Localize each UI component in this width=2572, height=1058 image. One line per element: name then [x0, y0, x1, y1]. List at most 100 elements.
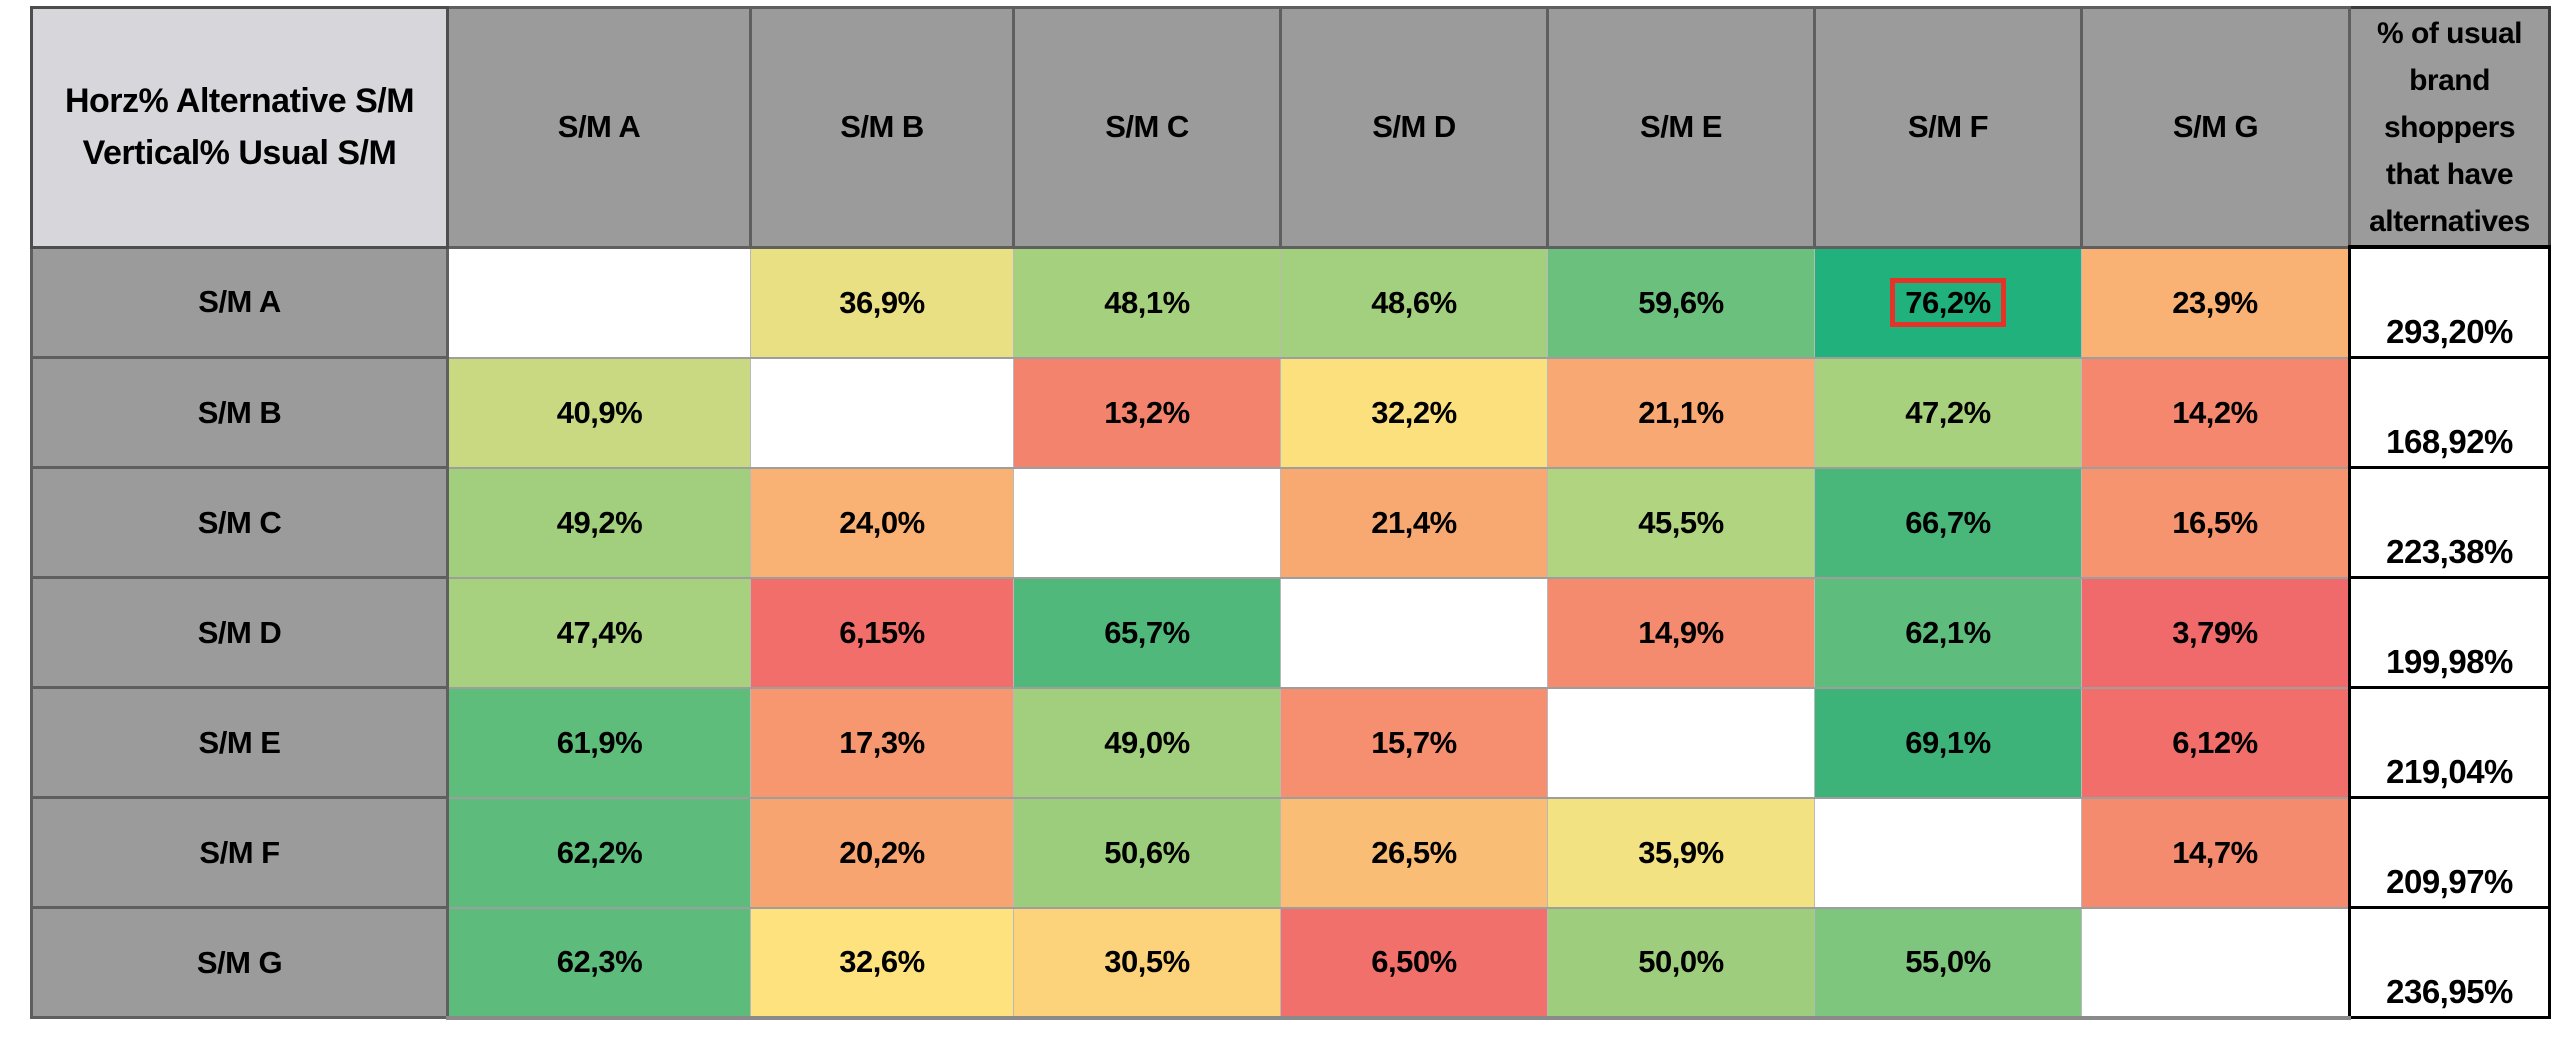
alt-total-cell: 293,20%	[2348, 245, 2551, 359]
cell-value: 55,0%	[1905, 944, 1991, 979]
cell-value: 48,6%	[1371, 284, 1457, 320]
matrix-cell: 49,2%	[447, 466, 751, 579]
matrix-cell: 69,1%	[1814, 686, 2082, 799]
cell-value: 14,2%	[2172, 394, 2258, 430]
matrix-cell: 62,3%	[447, 906, 751, 1020]
alt-total-cell: 199,98%	[2348, 576, 2551, 689]
matrix-cell: 48,1%	[1013, 246, 1281, 359]
table-row: S/M A 36,9% 48,1% 48,6% 59,6% 76,2% 23,9% 293,2…	[30, 245, 2551, 359]
matrix-cell: 24,0%	[750, 466, 1014, 579]
matrix-cell: 30,5%	[1013, 906, 1281, 1020]
cell-value: 40,9%	[556, 394, 643, 430]
matrix-cell: 14,9%	[1547, 576, 1815, 689]
column-header: S/M A	[446, 6, 752, 249]
column-header: S/M C	[1012, 6, 1282, 249]
matrix-cell: 65,7%	[1013, 576, 1281, 689]
cell-value: 45,5%	[1638, 504, 1724, 540]
alt-total-value: 168,92%	[2386, 423, 2513, 460]
matrix-cell: 36,9%	[750, 246, 1014, 359]
matrix-cell: 20,2%	[750, 796, 1014, 909]
column-header: S/M F	[1813, 6, 2083, 249]
matrix-cell: 62,1%	[1814, 576, 2082, 689]
row-header: S/M F	[30, 796, 449, 909]
row-header: S/M G	[30, 906, 449, 1019]
cell-value: 6,15%	[839, 614, 925, 650]
matrix-cell: 6,15%	[750, 576, 1014, 689]
matrix-cell: 50,0%	[1547, 906, 1815, 1020]
matrix-cell-blank	[1280, 576, 1548, 689]
matrix-cell: 17,3%	[750, 686, 1014, 799]
matrix-cell-blank	[750, 356, 1014, 469]
matrix-cell: 50,6%	[1013, 796, 1281, 909]
matrix-cell: 61,9%	[447, 686, 751, 799]
matrix-cell: 21,4%	[1280, 466, 1548, 579]
matrix-cell: 16,5%	[2081, 466, 2350, 579]
cell-value: 32,6%	[839, 944, 925, 979]
alt-total-value: 293,20%	[2386, 313, 2513, 350]
corner-header-line: Horz% Alternative S/M	[64, 81, 415, 120]
cell-value: 6,12%	[2172, 724, 2258, 760]
cell-value: 35,9%	[1638, 834, 1724, 870]
column-header: S/M E	[1546, 6, 1816, 249]
matrix-cell-blank	[1013, 466, 1281, 579]
matrix-cell: 40,9%	[447, 356, 751, 469]
matrix-cell: 55,0%	[1814, 906, 2082, 1020]
cell-value: 50,6%	[1104, 834, 1190, 870]
alt-total-value: 219,04%	[2386, 753, 2513, 790]
alt-total-cell: 223,38%	[2348, 466, 2551, 579]
matrix-cell: 49,0%	[1013, 686, 1281, 799]
table-row: S/M F 62,2% 20,2% 50,6% 26,5% 35,9% 14,7% 209,9…	[30, 796, 2551, 909]
cell-value: 62,1%	[1905, 614, 1991, 650]
matrix-cell-blank	[447, 246, 751, 359]
alt-total-value: 209,97%	[2386, 863, 2513, 900]
cell-value: 59,6%	[1638, 284, 1724, 320]
cell-value: 32,2%	[1371, 394, 1457, 430]
matrix-cell: 21,1%	[1547, 356, 1815, 469]
cell-value: 49,2%	[556, 504, 643, 540]
matrix-cell: 32,6%	[750, 906, 1014, 1020]
table-row: S/M B 40,9% 13,2% 32,2% 21,1% 47,2% 14,2% 168,9…	[30, 356, 2551, 469]
alt-total-value: 199,98%	[2386, 643, 2513, 680]
cell-value: 16,5%	[2172, 504, 2258, 540]
row-header: S/M C	[30, 466, 449, 579]
cell-value: 23,9%	[2172, 284, 2258, 320]
cell-value: 48,1%	[1104, 284, 1190, 320]
matrix-cell: 14,2%	[2081, 356, 2350, 469]
table-row: S/M C 49,2% 24,0% 21,4% 45,5% 66,7% 16,5% 223,3…	[30, 466, 2551, 579]
cell-value: 36,9%	[839, 284, 925, 320]
matrix-cell: 15,7%	[1280, 686, 1548, 799]
matrix-cell-blank	[2081, 906, 2350, 1020]
cell-value: 14,9%	[1638, 614, 1724, 650]
cell-value: 20,2%	[839, 834, 925, 870]
cell-value: 3,79%	[2172, 614, 2258, 650]
alt-total-cell: 219,04%	[2348, 686, 2551, 799]
row-header: S/M B	[30, 356, 449, 469]
cell-value: 50,0%	[1638, 944, 1724, 979]
cell-value: 17,3%	[839, 724, 925, 760]
matrix-cell: 14,7%	[2081, 796, 2350, 909]
matrix-cell: 47,2%	[1814, 356, 2082, 469]
matrix-cell: 62,2%	[447, 796, 751, 909]
column-header: S/M G	[2080, 6, 2351, 249]
row-header: S/M D	[30, 576, 449, 689]
matrix-cell: 45,5%	[1547, 466, 1815, 579]
alt-total-cell: 236,95%	[2348, 906, 2551, 1019]
cell-value: 13,2%	[1104, 394, 1190, 430]
matrix-cell: 47,4%	[447, 576, 751, 689]
alt-total-cell: 209,97%	[2348, 796, 2551, 909]
cell-value: 65,7%	[1104, 614, 1190, 650]
alt-total-value: 236,95%	[2386, 973, 2513, 1010]
matrix-cell-blank	[1814, 796, 2082, 909]
cell-value: 47,2%	[1905, 394, 1991, 430]
row-header: S/M E	[30, 686, 449, 799]
matrix-cell: 3,79%	[2081, 576, 2350, 689]
cell-value: 62,3%	[556, 944, 643, 979]
column-header: S/M B	[749, 6, 1015, 249]
cell-value: 66,7%	[1905, 504, 1991, 540]
matrix-cell: 6,12%	[2081, 686, 2350, 799]
matrix-cell: 35,9%	[1547, 796, 1815, 909]
cell-value: 30,5%	[1104, 944, 1190, 979]
cell-value: 21,4%	[1371, 504, 1457, 540]
table-row: S/M E 61,9% 17,3% 49,0% 15,7% 69,1% 6,12% 219,0…	[30, 686, 2551, 799]
